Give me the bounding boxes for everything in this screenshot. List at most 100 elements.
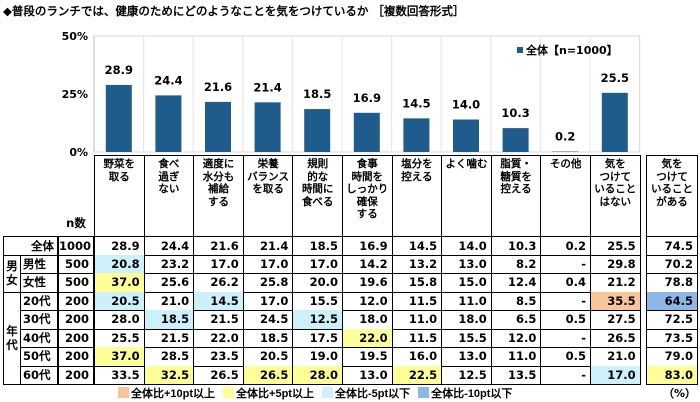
table-cell: 11.0 (441, 291, 492, 311)
n-label: n数 (66, 216, 86, 230)
table-cell: 18.5 (292, 236, 343, 256)
table-cell: 14.2 (342, 254, 393, 274)
table-cell: 23.5 (193, 347, 244, 367)
bar-value-label: 14.5 (402, 96, 430, 110)
bar (601, 92, 628, 152)
table-cell: 27.5 (590, 310, 641, 330)
table-cell: 17.0 (242, 254, 294, 274)
table-cell: 21.5 (143, 328, 195, 348)
table-cell: 21.6 (193, 236, 244, 256)
column-header: その他 (540, 155, 591, 236)
table-cell: 26.5 (590, 328, 641, 348)
table-cell-extra: 70.2 (646, 254, 698, 274)
table-cell: 16.0 (391, 347, 443, 367)
y-tick-label: 0% (69, 146, 88, 159)
row-label: 50代 (20, 347, 58, 367)
column-header: 気を つけて いること はない (590, 155, 641, 236)
table-cell: 28.9 (94, 236, 145, 256)
legend-swatch-m10 (418, 387, 430, 398)
table-cell: 19.5 (342, 347, 393, 367)
bar-value-label: 21.4 (253, 80, 281, 94)
legend-label-p10: 全体比+10pt以上 (131, 388, 216, 400)
table-cell: 11.0 (391, 310, 443, 330)
column-header: 食事 時間を しっかり 確保 する (342, 155, 393, 236)
table-cell: 21.4 (242, 236, 294, 256)
table-cell: 21.2 (590, 273, 641, 293)
table-cell: 8.5 (490, 291, 542, 311)
table-cell: 20.5 (94, 291, 145, 311)
column-header-extra: 気を つけて いること がある (646, 155, 698, 236)
table-cell: 15.0 (441, 273, 492, 293)
table-cell: 12.5 (292, 310, 343, 330)
table-cell: 26.5 (242, 365, 294, 385)
table-cell: 25.8 (242, 273, 294, 293)
table-cell: 28.0 (94, 310, 145, 330)
table-cell: 19.6 (342, 273, 393, 293)
column-header: 栄養 バランス を取る (242, 155, 294, 236)
table-cell: - (540, 254, 591, 274)
table-cell: 19.0 (292, 347, 343, 367)
table-cell: 0.2 (540, 236, 591, 256)
bar-chart: 0% 25% 50% 28.9 24.4 21.6 21.4 18.5 16.9 14.5 14.0… (62, 30, 641, 159)
column-header: 野菜を 取る (94, 155, 145, 236)
table-cell: 26.5 (193, 365, 244, 385)
table-cell: 35.5 (590, 291, 641, 311)
bar (304, 109, 331, 152)
table-cell: 20.0 (292, 273, 343, 293)
bar-value-label: 10.3 (501, 106, 529, 120)
bar-value-label: 16.9 (353, 91, 381, 105)
table-cell: 12.0 (490, 328, 542, 348)
bar-value-label: 18.5 (303, 87, 331, 101)
unit-label: （%） (662, 387, 696, 400)
table-cell: 12.5 (441, 365, 492, 385)
chart-legend: 全体【n=1000】 (517, 42, 618, 58)
row-label: 男性 (20, 254, 58, 274)
row-label: 20代 (20, 291, 58, 311)
y-tick-label: 50% (62, 30, 88, 43)
table-cell-extra: 72.5 (646, 310, 698, 330)
table-cell: 13.2 (391, 254, 443, 274)
bar (105, 84, 132, 152)
table-cell: 37.0 (94, 273, 145, 293)
row-label: 40代 (20, 328, 58, 348)
table-cell: 11.5 (391, 291, 443, 311)
bar-value-label: 25.5 (601, 71, 629, 85)
group-label: 男女 (3, 254, 21, 293)
table-cell: 37.0 (94, 347, 145, 367)
row-n: 200 (58, 365, 94, 385)
table-cell: 12.0 (342, 291, 393, 311)
table-cell: 17.0 (193, 254, 244, 274)
bar-value-label: 21.6 (204, 80, 232, 94)
table-cell: 20.8 (94, 254, 145, 274)
table-cell: 26.2 (193, 273, 244, 293)
bar-value-label: 24.4 (154, 73, 182, 87)
table-cell: 21.5 (193, 310, 244, 330)
row-n: 1000 (58, 236, 94, 256)
row-label: 60代 (20, 365, 58, 385)
table-cell: 25.5 (94, 328, 145, 348)
table-cell: 14.5 (193, 291, 244, 311)
table-cell: 0.5 (540, 347, 591, 367)
table-cell: 29.8 (590, 254, 641, 274)
table-cell: 18.0 (441, 310, 492, 330)
table-cell: 0.5 (540, 310, 591, 330)
table-cell: 33.5 (94, 365, 145, 385)
table-cell-extra: 64.5 (646, 291, 698, 311)
table-cell: 22.5 (391, 365, 443, 385)
row-label: 全体 (3, 236, 58, 256)
table-cell: - (540, 328, 591, 348)
table-cell-extra: 74.5 (646, 236, 698, 256)
bar-value-label: 14.0 (452, 98, 480, 112)
table-cell: 28.5 (143, 347, 195, 367)
table-cell: 0.4 (540, 273, 591, 293)
group-label: 年代 (3, 291, 21, 385)
row-label: 女性 (20, 273, 58, 293)
table-cell: 25.6 (143, 273, 195, 293)
table-cell: 22.0 (342, 328, 393, 348)
legend-swatch (517, 47, 523, 53)
table-cell: 6.5 (490, 310, 542, 330)
table-cell: 12.4 (490, 273, 542, 293)
table-cell: 21.0 (143, 291, 195, 311)
table-cell: 17.0 (292, 254, 343, 274)
bar (155, 95, 182, 152)
